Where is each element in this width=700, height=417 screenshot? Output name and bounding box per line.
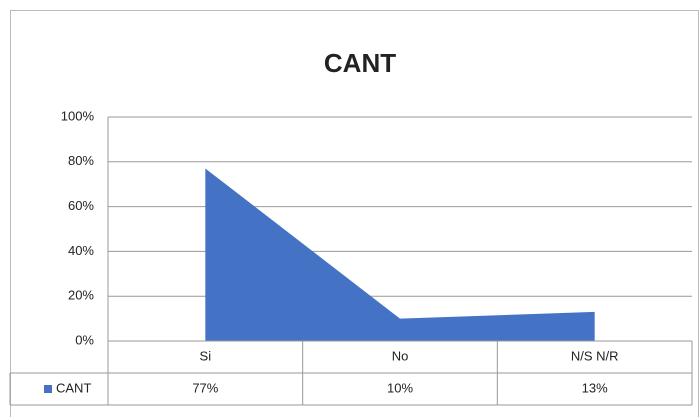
y-tick-label: 20% bbox=[68, 288, 94, 303]
y-tick-label: 100% bbox=[61, 108, 95, 123]
y-tick-label: 60% bbox=[68, 198, 94, 213]
x-tick-label: Si bbox=[200, 348, 212, 363]
data-label: 10% bbox=[387, 380, 413, 395]
chart-frame bbox=[10, 10, 699, 417]
y-tick-label: 40% bbox=[68, 243, 94, 258]
y-tick-label: 80% bbox=[68, 153, 94, 168]
legend-key bbox=[44, 385, 52, 393]
data-label: 77% bbox=[192, 380, 218, 395]
legend-label: CANT bbox=[56, 380, 91, 395]
area bbox=[205, 168, 595, 341]
x-tick-label: No bbox=[392, 348, 409, 363]
chart-title: CANT bbox=[324, 48, 396, 78]
y-tick-label: 0% bbox=[75, 332, 94, 347]
data-label: 13% bbox=[582, 380, 608, 395]
x-tick-label: N/S N/R bbox=[571, 348, 619, 363]
